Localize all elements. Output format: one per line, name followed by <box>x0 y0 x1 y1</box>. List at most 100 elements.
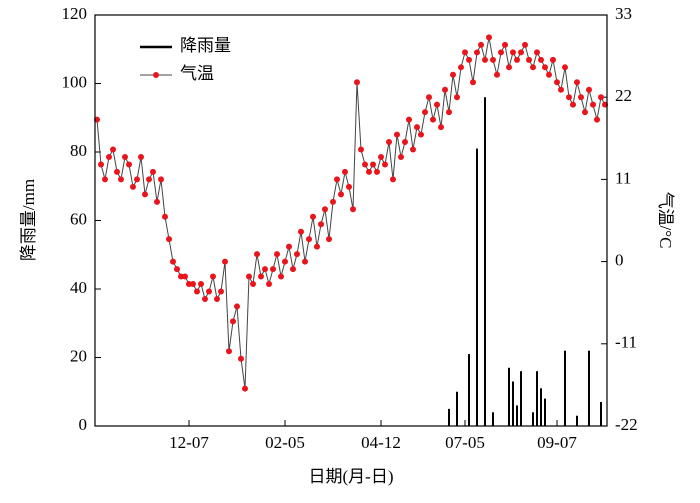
temperature-point <box>154 198 160 205</box>
rain-bar <box>484 97 486 426</box>
temperature-point <box>542 64 548 71</box>
y-tick-label: 60 <box>70 209 87 228</box>
legend-marker <box>153 72 159 78</box>
temperature-point <box>274 251 280 258</box>
temperature-point <box>190 281 196 288</box>
temperature-point <box>398 153 404 160</box>
temperature-point <box>458 64 464 71</box>
temperature-point <box>534 49 540 56</box>
temperature-point <box>562 64 568 71</box>
temperature-point <box>446 109 452 116</box>
temperature-point <box>498 49 504 56</box>
rain-bar <box>492 412 494 426</box>
temperature-point <box>570 101 576 108</box>
x-tick-label: 04-12 <box>361 433 401 452</box>
rain-bar <box>516 405 518 426</box>
temperature-point <box>346 183 352 190</box>
temperature-point <box>258 273 264 280</box>
temperature-point <box>350 206 356 213</box>
temperature-point <box>302 258 308 265</box>
y-tick-label: 20 <box>70 346 87 365</box>
temperature-point <box>518 49 524 56</box>
rain-bar <box>544 398 546 426</box>
temperature-point <box>554 79 560 86</box>
temperature-point <box>130 183 136 190</box>
temperature-point <box>166 236 172 243</box>
temperature-point <box>214 295 220 302</box>
temperature-point <box>278 273 284 280</box>
temperature-point <box>426 94 432 101</box>
temperature-point <box>314 243 320 250</box>
temperature-point <box>370 161 376 168</box>
temperature-point <box>502 41 508 48</box>
y2-tick-label: -22 <box>615 415 638 434</box>
temperature-point <box>590 101 596 108</box>
temperature-point <box>322 206 328 213</box>
temperature-point <box>146 176 152 183</box>
temperature-point <box>394 131 400 138</box>
temperature-point <box>546 71 552 78</box>
temperature-point <box>438 124 444 131</box>
rain-bar <box>476 148 478 426</box>
temperature-point <box>298 228 304 235</box>
rain-bar <box>600 402 602 426</box>
temperature-point <box>406 116 412 123</box>
temperature-line <box>96 37 606 389</box>
y2-tick-label: -11 <box>615 333 637 352</box>
temperature-point <box>366 168 372 175</box>
temperature-point <box>102 176 108 183</box>
temperature-point <box>114 168 120 175</box>
temperature-point <box>290 266 296 273</box>
x-tick-label: 02-05 <box>265 433 305 452</box>
temperature-point <box>598 94 604 101</box>
temperature-point <box>478 41 484 48</box>
temperature-point <box>238 355 244 362</box>
temperature-point <box>222 258 228 265</box>
temperature-point <box>134 176 140 183</box>
plot-frame <box>94 14 608 427</box>
temperature-point <box>594 116 600 123</box>
x-tick-label: 07-05 <box>445 433 485 452</box>
temperature-point <box>418 131 424 138</box>
temperature-point <box>202 295 208 302</box>
rain-bar <box>564 350 566 426</box>
temperature-point <box>382 161 388 168</box>
y-tick-label: 40 <box>70 278 87 297</box>
temperature-point <box>354 79 360 86</box>
temperature-point <box>402 139 408 146</box>
temperature-point <box>574 79 580 86</box>
rain-bar <box>576 415 578 426</box>
y-tick-label: 120 <box>62 4 88 23</box>
temperature-point <box>410 146 416 153</box>
y-axis-label: 降雨量/mm <box>19 179 38 261</box>
temperature-point <box>138 153 144 160</box>
temperature-point <box>538 56 544 63</box>
temperature-point <box>482 56 488 63</box>
temperature-point <box>338 191 344 198</box>
temperature-point <box>122 153 128 160</box>
temperature-point <box>270 266 276 273</box>
temperature-point <box>510 49 516 56</box>
temperature-point <box>342 168 348 175</box>
temperature-point <box>330 198 336 205</box>
temperature-point <box>486 34 492 41</box>
legend-label: 降雨量 <box>180 36 231 55</box>
rain-bar <box>508 367 510 426</box>
temperature-point <box>470 79 476 86</box>
temperature-point <box>586 86 592 93</box>
temperature-point <box>558 86 564 93</box>
temperature-point <box>434 101 440 108</box>
temperature-point <box>450 71 456 78</box>
temperature-point <box>106 153 112 160</box>
temperature-point <box>490 56 496 63</box>
y2-tick-label: 22 <box>615 86 632 105</box>
x-tick-label: 12-07 <box>169 433 209 452</box>
temperature-point <box>578 94 584 101</box>
rain-bar <box>448 408 450 426</box>
temperature-point <box>442 86 448 93</box>
rain-bar <box>456 391 458 426</box>
temperature-point <box>386 139 392 146</box>
temperature-point <box>522 41 528 48</box>
temperature-point <box>318 221 324 228</box>
